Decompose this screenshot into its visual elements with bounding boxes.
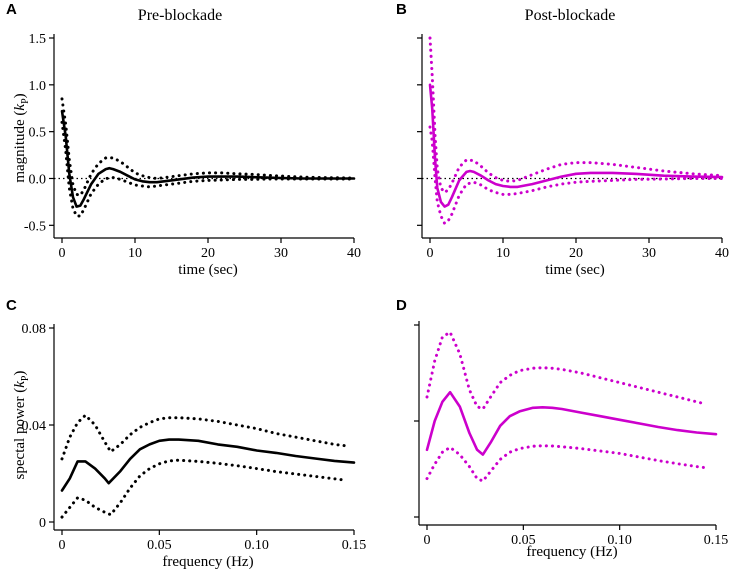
panel-b-x-tick-label: 40 [715,246,729,261]
panel-a-x-tick-label: 10 [128,246,142,261]
panel-c-x-tick-label: 0.05 [147,538,172,553]
panel-b-x-tick-label: 10 [496,246,510,261]
panel-a-x-tick-label: 40 [347,246,361,261]
panel-c-y-tick-label: 0.04 [22,419,47,434]
panel-b-series-lower [428,125,724,225]
panel-b-plot: 0 10 20 30 40 [417,34,729,261]
panel-d-series-lower [425,444,708,483]
ylabel-c-main: spectal power ( [12,388,28,480]
panel-d-series-upper [425,330,708,411]
panel-a-series-mean [60,109,356,208]
panel-d-x-tick-label: 0.15 [704,533,729,548]
panel-c-y-tick-label: 0.08 [22,322,47,337]
panel-d-x-tick-label: 0 [424,533,431,548]
panel-a-x-tick-label: 0 [59,246,66,261]
panel-b-x-tick-label: 30 [642,246,656,261]
panel-b-series-mean [428,83,724,208]
panel-a-y-tick-label: 1.5 [29,32,47,47]
ylabel-c-close: ) [12,371,28,376]
panel-c-series-mean [60,438,356,492]
panel-c-x-tick-label: 0.10 [244,538,269,553]
panel-a-y-tick-label: 0.5 [29,126,47,141]
panel-c-x-tick-label: 0 [59,538,66,553]
panel-a-plot: 0 10 20 30 40 -0.5 0.0 0.5 1.0 1.5 [24,32,361,261]
panel-a-y-tick-label: -0.5 [24,219,46,234]
panel-d-series-mean [425,390,718,456]
panel-a-x-tick-label: 20 [201,246,215,261]
panel-d-xlabel: frequency (Hz) [526,544,617,560]
ylabel-a-sub: P [20,98,31,104]
panel-a-title: Pre-blockade [138,7,222,24]
panel-b-x-tick-label: 20 [569,246,583,261]
panel-a-ylabel: magnitude (kP) [12,93,31,182]
panel-c-series-lower [60,458,346,519]
panel-a-xlabel: time (sec) [178,262,238,278]
panel-a-x-tick-label: 30 [274,246,288,261]
panel-b-xlabel: time (sec) [545,262,605,278]
ylabel-a-close: ) [12,93,28,98]
ylabel-c-italic: k [12,381,28,388]
panel-d-plot: 0 0.05 0.10 0.15 [414,321,728,548]
panel-letter-b: B [396,1,407,18]
panel-c-xlabel: frequency (Hz) [162,554,253,570]
panel-letter-d: D [396,297,407,314]
panel-c-series-upper [60,413,346,461]
panel-b-x-tick-label: 0 [427,246,434,261]
panel-d-x-tick-label: 0.05 [511,533,536,548]
ylabel-c-sub: P [20,375,31,381]
panel-a-series-lower [60,120,356,218]
panel-letter-c: C [6,297,17,314]
ylabel-a-main: magnitude ( [12,111,28,183]
ylabel-a-italic: k [12,104,28,111]
panel-b-series-upper [428,36,724,194]
panel-letter-a: A [6,1,17,18]
panel-d-x-tick-label: 0.10 [607,533,632,548]
panel-c-y-tick-label: 0 [39,516,46,531]
panel-a-series-upper [60,97,356,197]
panel-b-title: Post-blockade [525,7,616,24]
panel-a-y-tick-label: 1.0 [29,79,47,94]
panel-c-plot: 0 0.05 0.10 0.15 0 0.04 0.08 [22,322,367,553]
panel-c-ylabel: spectal power (kP) [12,371,31,480]
panel-a-y-tick-label: 0.0 [29,172,47,187]
panel-c-x-tick-label: 0.15 [342,538,367,553]
